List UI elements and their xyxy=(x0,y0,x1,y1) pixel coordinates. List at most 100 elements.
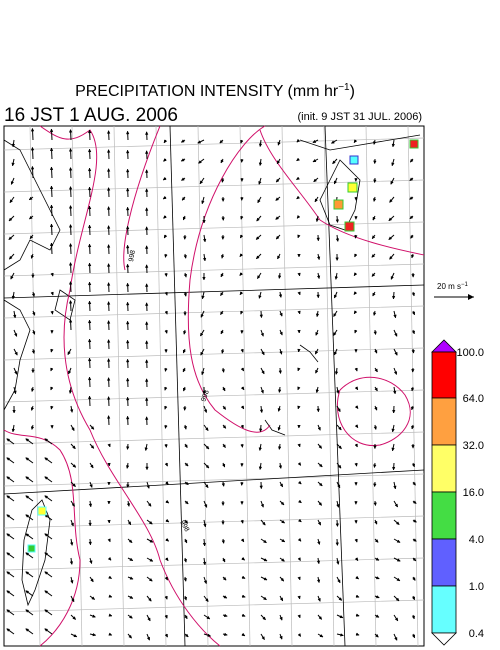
wind-vector-head xyxy=(68,370,72,375)
wind-vector-head xyxy=(107,519,111,524)
wind-vector-head xyxy=(165,499,170,504)
precip-cell xyxy=(409,139,419,149)
contour xyxy=(259,129,425,256)
wind-vector-head xyxy=(297,254,301,258)
contour-label: 998 xyxy=(200,389,211,402)
wind-vector-head xyxy=(145,150,149,154)
wind-vector-head xyxy=(68,318,73,323)
colorbar-label: 0.4 xyxy=(469,628,484,640)
wind-vector-head xyxy=(31,274,35,279)
coastline xyxy=(299,134,421,231)
wind-vector-head xyxy=(354,367,358,372)
wind-vector-head xyxy=(335,219,340,224)
wind-vector-head xyxy=(148,597,152,602)
wind-vector-head xyxy=(297,595,301,600)
wind-vector-head xyxy=(164,425,168,429)
wind-vector-head xyxy=(392,390,397,395)
wind-vector-head xyxy=(183,273,188,278)
wind-vector-head xyxy=(181,196,186,201)
wind-vector-head xyxy=(241,575,246,579)
wind-vector-head xyxy=(315,369,319,374)
wind-vector-head xyxy=(164,576,168,581)
wind-vector-head xyxy=(126,301,130,306)
wind-vector-head xyxy=(296,195,301,200)
wind-vector-head xyxy=(164,273,168,277)
wind-vector-head xyxy=(221,463,226,468)
wind-vector-head xyxy=(315,350,319,355)
grid-line xyxy=(197,125,209,647)
wind-vector-head xyxy=(202,561,207,566)
wind-vector-head xyxy=(297,405,301,410)
wind-vector-head xyxy=(391,428,395,433)
wind-vector-head xyxy=(373,483,377,488)
wind-vector-head xyxy=(223,595,228,599)
wind-vector-head xyxy=(312,158,317,163)
wind-vector-head xyxy=(297,633,301,637)
wind-vector-head xyxy=(261,370,265,375)
lat-lon-lines xyxy=(3,125,425,647)
wind-vector-head xyxy=(374,387,378,392)
wind-vector-head xyxy=(44,628,49,632)
wind-vector-head xyxy=(411,292,415,297)
wind-vector-head xyxy=(338,597,343,601)
wind-vector-head xyxy=(129,557,134,561)
wind-vector-head xyxy=(354,501,358,505)
wind-vector-head xyxy=(87,186,92,191)
wind-vector-head xyxy=(126,130,130,135)
contour-label: 998 xyxy=(178,520,190,534)
wind-vector-head xyxy=(263,539,267,544)
wind-vector-head xyxy=(6,609,11,613)
wind-vector-head xyxy=(44,495,49,499)
grid-line xyxy=(323,125,335,647)
colorbar-label: 64.0 xyxy=(463,393,484,405)
wind-vector-head xyxy=(354,538,358,543)
wind-vector-head xyxy=(354,424,359,429)
wind-vector-head xyxy=(49,223,54,228)
wind-vector-head xyxy=(49,204,54,209)
wind-vector-head xyxy=(392,409,396,414)
wind-vector-head xyxy=(278,370,282,375)
wind-vector-head xyxy=(297,272,301,277)
wind-vector-head xyxy=(107,462,111,467)
title: PRECIPITATION INTENSITY (mm hr−1) xyxy=(75,82,355,100)
wind-vector-head xyxy=(183,407,187,411)
wind-vector-head xyxy=(277,446,282,451)
wind-vector-head xyxy=(278,389,282,394)
wind-vector-head xyxy=(202,391,206,395)
grid-line xyxy=(113,125,125,647)
wind-vector-head xyxy=(354,197,358,201)
wind-vector-head xyxy=(106,282,111,286)
wind-vector-head xyxy=(203,580,207,585)
coastline xyxy=(3,139,61,271)
wind-vector-head xyxy=(281,558,285,562)
wind-vector-head xyxy=(371,273,376,277)
wind-vector-head xyxy=(145,340,149,344)
wind-vector-head xyxy=(223,632,228,637)
grid-line xyxy=(155,125,167,647)
wind-vector-head xyxy=(354,557,359,562)
wind-vector-head xyxy=(297,537,302,542)
wind-vector-head xyxy=(317,521,321,526)
wind-vector-head xyxy=(147,617,151,622)
wind-vector-head xyxy=(11,428,16,433)
wind-vector-head xyxy=(277,141,281,146)
wind-vector-head xyxy=(412,538,417,542)
wind-vector-head xyxy=(128,539,133,544)
wind-vector-head xyxy=(220,273,224,278)
wind-vector-head xyxy=(297,310,301,315)
wind-vector-head xyxy=(49,147,54,152)
wind-vector-head xyxy=(316,408,320,413)
colorbar-bottom-triangle xyxy=(431,632,457,646)
wind-vector-head xyxy=(87,281,92,286)
wind-vector-head xyxy=(106,301,111,305)
wind-vector-head xyxy=(164,633,168,638)
colorbar-label: 32.0 xyxy=(463,440,484,452)
wind-vector-head xyxy=(68,147,73,152)
wind-vector-head xyxy=(30,255,34,259)
wind-vector-head xyxy=(296,157,300,162)
wind-vector-head xyxy=(125,465,130,469)
wind-vector-head xyxy=(126,263,130,268)
wind-vector-head xyxy=(107,481,111,486)
wind-vector-head xyxy=(126,168,130,173)
wind-vector-head xyxy=(145,264,149,268)
